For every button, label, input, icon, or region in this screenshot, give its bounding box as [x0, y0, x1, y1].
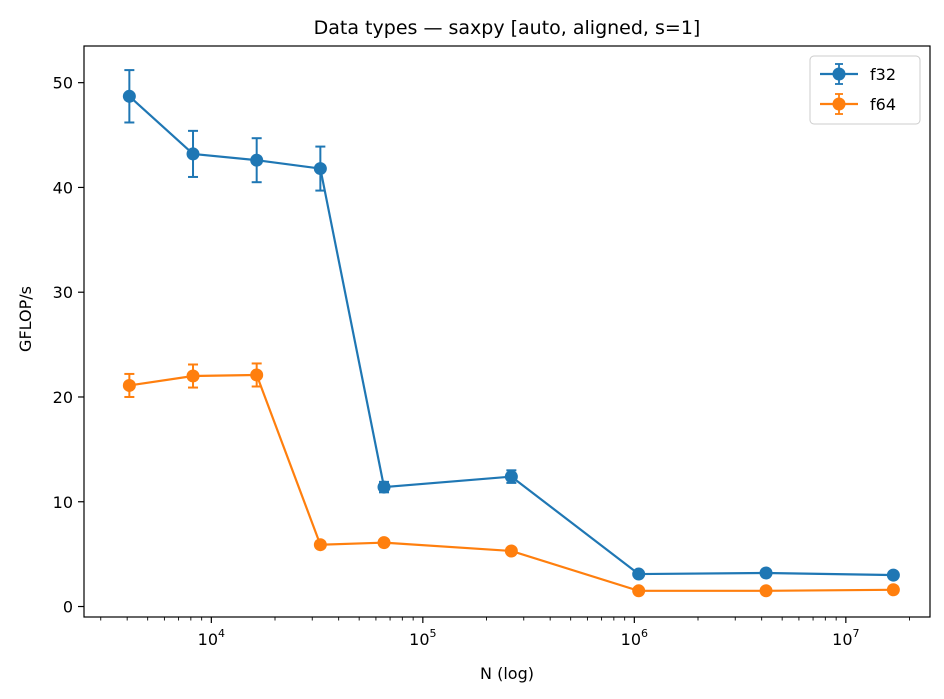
legend-label-f64: f64 [870, 95, 896, 114]
x-tick-label-0: 104 [198, 627, 225, 649]
f32-point-5 [504, 470, 518, 484]
f64-point-0 [122, 378, 136, 392]
f32-point-4 [377, 480, 391, 494]
f64-point-8 [886, 583, 900, 597]
f32-point-1 [186, 147, 200, 161]
f64-point-1 [186, 369, 200, 383]
y-tick-label-2: 20 [53, 388, 73, 407]
f32-line [128, 95, 894, 577]
f64-point-3 [313, 538, 327, 552]
f32-point-6 [632, 567, 646, 581]
y-axis-label: GFLOP/s [16, 286, 35, 352]
y-tick-label-4: 40 [53, 178, 73, 197]
axes: 0 10 20 30 40 50 104 105 106 107 [53, 74, 910, 649]
chart-title: Data types — saxpy [auto, aligned, s=1] [314, 17, 701, 39]
series-f32 [122, 69, 900, 582]
y-tick-label-3: 30 [53, 283, 73, 302]
y-tick-label-0: 0 [63, 598, 73, 617]
f64-point-6 [632, 584, 646, 598]
f32-point-3 [313, 162, 327, 176]
x-tick-label-1: 105 [409, 627, 436, 649]
legend-marker-f64 [832, 97, 846, 111]
f32-point-8 [886, 568, 900, 582]
plot-frame [83, 45, 931, 618]
f32-point-2 [250, 153, 264, 167]
f64-point-5 [504, 544, 518, 558]
f32-point-0 [122, 89, 136, 103]
legend: f32 f64 [809, 55, 921, 125]
y-tick-label-1: 10 [53, 493, 73, 512]
legend-label-f32: f32 [870, 65, 896, 84]
f64-point-7 [759, 584, 773, 598]
x-tick-label-2: 106 [621, 627, 648, 649]
f64-point-4 [377, 536, 391, 550]
legend-marker-f32 [832, 67, 846, 81]
legend-box [809, 55, 921, 125]
x-tick-label-3: 107 [832, 627, 859, 649]
series-f64 [122, 362, 900, 598]
f64-point-2 [250, 368, 264, 382]
plot-area [122, 69, 900, 598]
x-axis-label: N (log) [480, 664, 534, 683]
y-tick-label-5: 50 [53, 74, 73, 93]
f32-point-7 [759, 566, 773, 580]
